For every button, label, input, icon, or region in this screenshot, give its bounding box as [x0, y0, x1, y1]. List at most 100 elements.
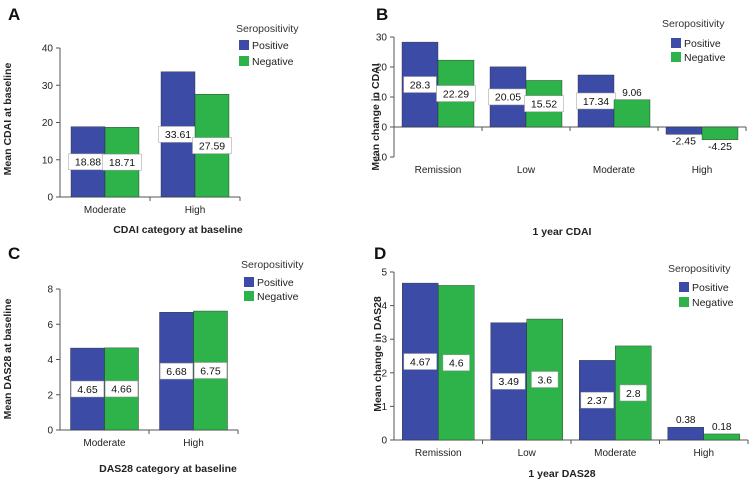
panel-b: B Mean change in CDAI 1 year CDAI Seropo… — [370, 5, 747, 238]
y-tick-label: 30 — [376, 33, 388, 44]
data-label: 22.29 — [443, 88, 469, 100]
data-label: 0.18 — [712, 422, 732, 433]
y-tick-label: 2 — [381, 368, 387, 379]
y-tick-label: 10 — [42, 155, 54, 166]
data-label-box — [531, 371, 559, 388]
data-label: 4.65 — [77, 384, 98, 396]
data-label: 4.67 — [410, 356, 431, 368]
y-tick-label: -10 — [373, 153, 388, 164]
x-axis-title: CDAI category at baseline — [113, 224, 243, 236]
data-label: 4.66 — [111, 384, 132, 396]
x-axis-title: DAS28 category at baseline — [99, 463, 237, 475]
data-label-box — [442, 354, 470, 371]
data-label: 2.8 — [626, 388, 641, 400]
data-label-box — [192, 137, 232, 154]
legend-label-negative: Negative — [257, 291, 299, 303]
panel-letter: B — [376, 5, 388, 24]
legend-swatch-positive — [244, 277, 254, 287]
x-tick-label: High — [693, 448, 714, 459]
x-axis-title: 1 year DAS28 — [528, 468, 595, 480]
y-tick-label: 20 — [376, 63, 388, 74]
x-tick-label: Moderate — [83, 438, 126, 449]
y-tick-label: 20 — [42, 118, 54, 129]
y-tick-label: 4 — [381, 301, 387, 312]
x-tick-label: Low — [518, 448, 537, 459]
legend-swatch-positive — [671, 38, 681, 48]
data-label: 3.6 — [537, 374, 552, 386]
panel-letter: D — [374, 244, 386, 263]
x-tick-label: High — [692, 165, 713, 176]
x-tick-label: Moderate — [593, 165, 636, 176]
data-label-box — [403, 76, 437, 93]
bar-positive — [667, 427, 704, 441]
panel-c: C Mean DAS28 at baseline DAS28 category … — [2, 244, 304, 475]
data-label-box — [580, 391, 614, 409]
panel-letter: C — [8, 244, 20, 263]
plot-area: 0 2 4 6 8 Moderate 4.65 4.66 High 6.68 6.75 — [47, 285, 239, 449]
x-tick-label: High — [185, 205, 206, 216]
legend-label-positive: Positive — [692, 282, 729, 294]
plot-area: 0 1 2 3 4 5 Remission 4.67 4.6 Low 3.49 3.6 Moderate… — [381, 268, 749, 459]
data-label: -4.25 — [708, 141, 732, 153]
legend-label-negative: Negative — [684, 52, 726, 64]
y-axis-title: Mean change in CDAI — [370, 63, 382, 170]
data-label-box — [193, 362, 228, 379]
data-label: 9.06 — [622, 88, 642, 99]
y-axis-title: Mean DAS28 at baseline — [2, 298, 14, 419]
legend-swatch-positive — [679, 282, 689, 292]
data-label-box — [492, 373, 526, 390]
y-tick-label: 0 — [381, 436, 387, 447]
y-axis-title: Mean change in DAS28 — [372, 296, 384, 412]
panel-d: D Mean change in DAS28 1 year DAS28 Sero… — [372, 244, 749, 480]
data-label-box — [619, 384, 647, 402]
data-label: 6.68 — [166, 366, 187, 378]
y-axis-title: Mean CDAI at baseline — [2, 63, 14, 176]
data-label: 0.38 — [676, 415, 696, 426]
bar-negative — [701, 126, 739, 140]
panel-a: A Mean CDAI at baseline CDAI category at… — [2, 5, 299, 236]
legend-swatch-negative — [671, 52, 681, 62]
data-label: 3.49 — [499, 376, 520, 388]
plot-area: -10 0 10 20 30 Remission 28.3 22.29 Low 20.05 15.5… — [373, 33, 747, 176]
x-tick-label: Remission — [415, 165, 462, 176]
data-label: 27.59 — [199, 140, 225, 152]
bar-negative — [613, 99, 651, 128]
y-tick-label: 1 — [381, 402, 387, 413]
plot-area: 0 10 20 30 40 Moderate 18.88 18.71 High 33.61 27.5… — [42, 44, 241, 216]
data-label-box — [436, 85, 476, 102]
bar-negative — [703, 433, 740, 441]
data-label: 18.71 — [109, 157, 135, 169]
legend-label-positive: Positive — [257, 277, 294, 289]
y-tick-label: 0 — [381, 123, 387, 134]
legend-swatch-positive — [239, 40, 249, 50]
bar-positive — [665, 126, 703, 135]
data-label-box — [524, 95, 564, 112]
legend-title: Seropositivity — [668, 263, 731, 275]
legend-label-negative: Negative — [692, 297, 734, 309]
x-tick-label: High — [183, 438, 204, 449]
y-tick-label: 0 — [47, 193, 53, 204]
y-tick-label: 40 — [42, 44, 54, 55]
data-label-box — [70, 380, 105, 398]
y-tick-label: 10 — [376, 93, 388, 104]
data-label: 17.34 — [583, 96, 609, 108]
data-label-box — [104, 380, 139, 398]
data-label: 2.37 — [587, 395, 608, 407]
data-label: -2.45 — [672, 135, 696, 147]
legend-swatch-negative — [244, 291, 254, 301]
data-label-box — [159, 362, 194, 380]
legend-title: Seropositivity — [236, 23, 299, 35]
x-tick-label: Moderate — [84, 205, 127, 216]
x-tick-label: Remission — [415, 448, 462, 459]
y-tick-label: 3 — [381, 335, 387, 346]
legend-label-positive: Positive — [684, 38, 721, 50]
data-label: 28.3 — [410, 79, 431, 91]
y-tick-label: 4 — [47, 355, 53, 366]
data-label-box — [102, 153, 142, 171]
legend-swatch-negative — [679, 297, 689, 307]
x-tick-label: Low — [517, 165, 536, 176]
y-tick-label: 30 — [42, 81, 54, 92]
data-label-box — [403, 353, 437, 370]
legend-title: Seropositivity — [241, 259, 304, 271]
